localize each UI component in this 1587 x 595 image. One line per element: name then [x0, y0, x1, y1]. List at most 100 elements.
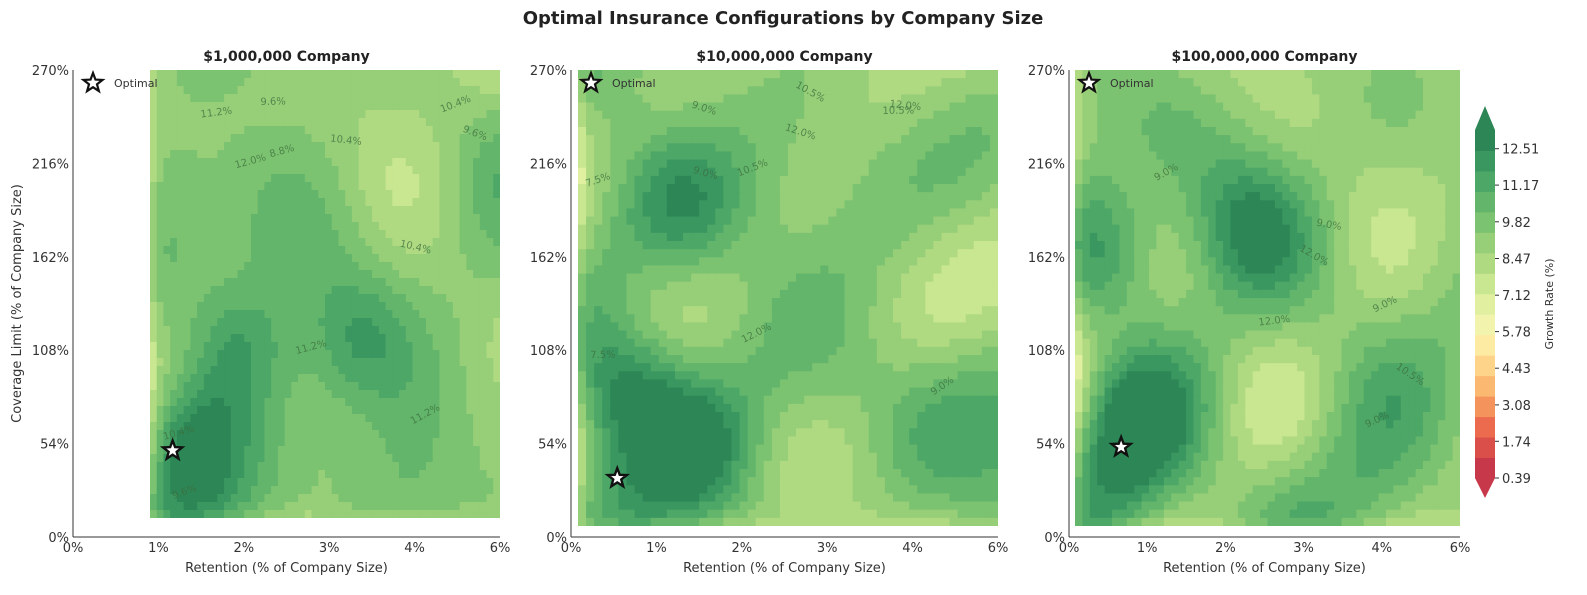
heatmap-cell: [909, 298, 918, 307]
heatmap-cell: [828, 379, 837, 388]
heatmap-cell: [917, 314, 926, 323]
heatmap-cell: [426, 174, 433, 183]
heatmap-cell: [925, 168, 934, 177]
heatmap-cell: [271, 302, 278, 311]
heatmap-cell: [291, 478, 298, 487]
heatmap-cell: [804, 282, 813, 291]
heatmap-cell: [885, 70, 894, 79]
heatmap-cell: [278, 366, 285, 375]
heatmap-cell: [217, 230, 224, 239]
heatmap-cell: [244, 358, 251, 367]
heatmap-cell: [748, 94, 757, 103]
heatmap-cell: [291, 502, 298, 511]
heatmap-cell: [163, 230, 170, 239]
heatmap-cell: [707, 355, 716, 364]
heatmap-cell: [345, 150, 352, 159]
heatmap-cell: [298, 190, 305, 199]
heatmap-cell: [675, 192, 684, 201]
heatmap-cell: [163, 70, 170, 79]
heatmap-cell: [853, 257, 862, 266]
heatmap-cell: [473, 438, 480, 447]
heatmap-cell: [338, 438, 345, 447]
heatmap-cell: [861, 86, 870, 95]
heatmap-cell: [224, 118, 231, 127]
heatmap-cell: [426, 350, 433, 359]
heatmap-cell: [399, 462, 406, 471]
heatmap-cell: [312, 174, 319, 183]
heatmap-cell: [796, 355, 805, 364]
heatmap-cell: [487, 198, 494, 207]
heatmap-cell: [861, 111, 870, 120]
heatmap-cell: [731, 94, 740, 103]
heatmap-cell: [594, 103, 603, 112]
heatmap-cell: [917, 200, 926, 209]
heatmap-cell: [812, 314, 821, 323]
heatmap-cell: [244, 334, 251, 343]
heatmap-cell: [966, 176, 975, 185]
heatmap-cell: [338, 230, 345, 239]
heatmap-cell: [715, 282, 724, 291]
heatmap-cell: [982, 306, 991, 315]
heatmap-cell: [683, 241, 692, 250]
heatmap-cell: [723, 290, 732, 299]
heatmap-cell: [197, 438, 204, 447]
heatmap-cell: [764, 70, 773, 79]
heatmap-cell: [298, 142, 305, 151]
heatmap-cell: [264, 438, 271, 447]
heatmap-cell: [150, 182, 157, 191]
heatmap-cell: [258, 486, 265, 495]
heatmap-cell: [238, 214, 245, 223]
heatmap-cell: [231, 134, 238, 143]
heatmap-cell: [238, 230, 245, 239]
heatmap-cell: [439, 158, 446, 167]
heatmap-cell: [278, 214, 285, 223]
heatmap-cell: [861, 151, 870, 160]
heatmap-cell: [285, 470, 292, 479]
heatmap-cell: [298, 166, 305, 175]
heatmap-cell: [163, 494, 170, 503]
heatmap-cell: [278, 158, 285, 167]
heatmap-cell: [338, 198, 345, 207]
heatmap-cell: [958, 379, 967, 388]
heatmap-cell: [359, 230, 366, 239]
heatmap-cell: [780, 94, 789, 103]
heatmap-cell: [352, 366, 359, 375]
heatmap-cell: [298, 494, 305, 503]
heatmap-cell: [845, 192, 854, 201]
heatmap-cell: [715, 192, 724, 201]
heatmap-cell: [238, 302, 245, 311]
heatmap-cell: [487, 182, 494, 191]
heatmap-cell: [224, 86, 231, 95]
heatmap-cell: [271, 478, 278, 487]
heatmap-cell: [439, 502, 446, 511]
heatmap-cell: [699, 355, 708, 364]
heatmap-cell: [372, 286, 379, 295]
heatmap-cell: [667, 86, 676, 95]
heatmap-cell: [170, 214, 177, 223]
heatmap-cell: [845, 379, 854, 388]
heatmap-cell: [578, 371, 587, 380]
heatmap-cell: [291, 334, 298, 343]
heatmap-cell: [740, 135, 749, 144]
heatmap-cell: [197, 326, 204, 335]
heatmap-cell: [163, 214, 170, 223]
heatmap-cell: [586, 274, 595, 283]
heatmap-cell: [271, 342, 278, 351]
heatmap-cell: [163, 78, 170, 87]
heatmap-cell: [917, 70, 926, 79]
heatmap-cell: [635, 192, 644, 201]
heatmap-cell: [406, 398, 413, 407]
heatmap-cell: [990, 347, 999, 356]
heatmap-cell: [386, 350, 393, 359]
legend-label: Optimal: [114, 77, 158, 90]
heatmap-cell: [618, 331, 627, 340]
heatmap-cell: [974, 331, 983, 340]
heatmap-cell: [683, 347, 692, 356]
heatmap-cell: [170, 478, 177, 487]
heatmap-cell: [958, 339, 967, 348]
heatmap-cell: [386, 70, 393, 79]
heatmap-cell: [352, 382, 359, 391]
heatmap-cell: [305, 134, 312, 143]
heatmap-cell: [163, 190, 170, 199]
heatmap-cell: [974, 306, 983, 315]
